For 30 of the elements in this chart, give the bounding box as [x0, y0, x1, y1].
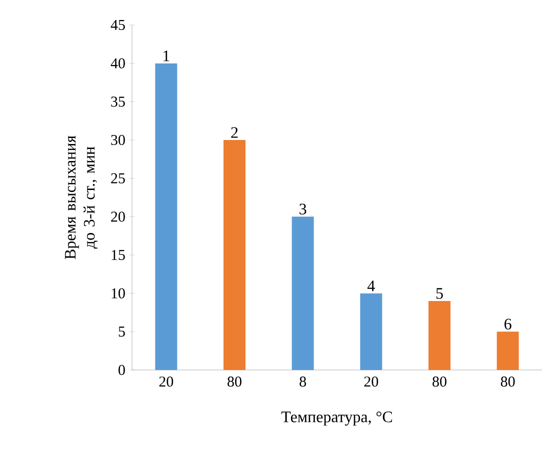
y-tick-label: 35	[111, 96, 125, 107]
annotation: 1	[164, 50, 170, 62]
y-tick-label: 15	[112, 250, 125, 260]
x-axis-title: Температура, °C	[281, 412, 392, 426]
y-tick-label: 40	[110, 58, 125, 68]
x-tick-label: 8	[300, 376, 306, 387]
x-tick-label: 20	[159, 376, 174, 387]
bar	[360, 293, 382, 370]
y-axis-title: Время высыхания до 3-й ст., мин	[65, 136, 98, 260]
bar	[292, 216, 314, 370]
y-tick-label: 0	[118, 364, 125, 376]
x-tick-label: 80	[228, 376, 242, 387]
x-tick-label: 20	[364, 376, 378, 387]
y-tick-label: 5	[118, 326, 125, 337]
y-tick-label: 20	[111, 212, 125, 222]
bar	[155, 63, 178, 370]
annotation: 5	[436, 288, 443, 299]
y-tick-label: 25	[111, 173, 125, 184]
bar	[224, 140, 246, 370]
y-tick-label: 45	[110, 20, 125, 30]
annotation: 2	[231, 127, 238, 138]
bar	[428, 300, 450, 370]
annotation: 6	[504, 318, 512, 330]
x-tick-label: 80	[500, 376, 515, 387]
y-tick-label: 30	[111, 134, 125, 146]
annotation: 4	[367, 280, 375, 292]
bar	[496, 332, 519, 370]
x-tick-label: 80	[432, 376, 446, 387]
annotation: 3	[300, 204, 306, 214]
y-tick-label: 10	[112, 288, 125, 298]
